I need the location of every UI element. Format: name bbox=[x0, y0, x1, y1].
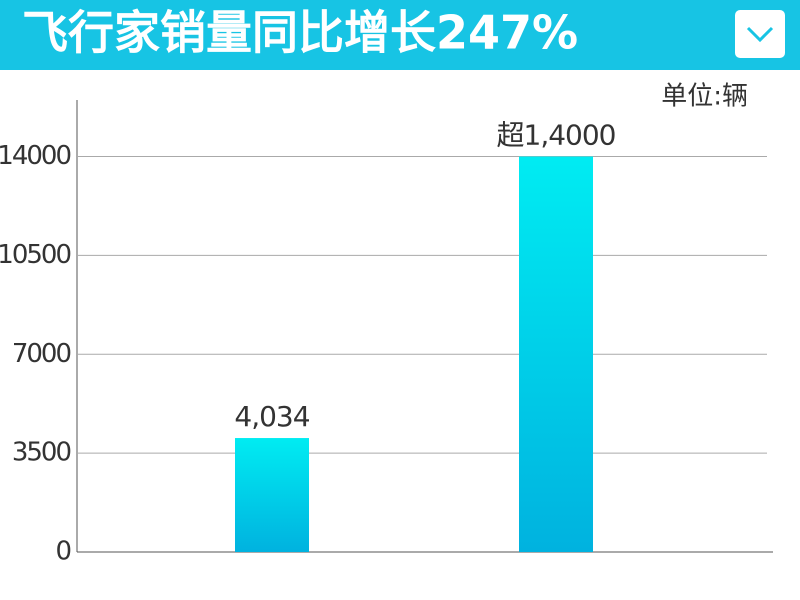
value-label: 4,034 bbox=[234, 400, 309, 433]
y-tick-label: 0 bbox=[55, 537, 70, 567]
dropdown-button[interactable] bbox=[735, 10, 785, 58]
y-tick-label: 7000 bbox=[12, 339, 71, 369]
unit-label: 单位:辆 bbox=[661, 82, 748, 112]
bar bbox=[235, 438, 309, 552]
y-tick-label: 14000 bbox=[0, 141, 70, 171]
y-tick-label: 3500 bbox=[12, 438, 71, 468]
chevron-icon[interactable] bbox=[746, 26, 774, 43]
y-tick-label: 10500 bbox=[0, 240, 70, 270]
bar bbox=[519, 156, 593, 552]
chart-title: 飞行家销量同比增长247% bbox=[22, 6, 578, 60]
title-banner bbox=[0, 0, 800, 70]
dropdown-box[interactable] bbox=[735, 10, 785, 58]
value-label: 超1,4000 bbox=[497, 119, 616, 152]
